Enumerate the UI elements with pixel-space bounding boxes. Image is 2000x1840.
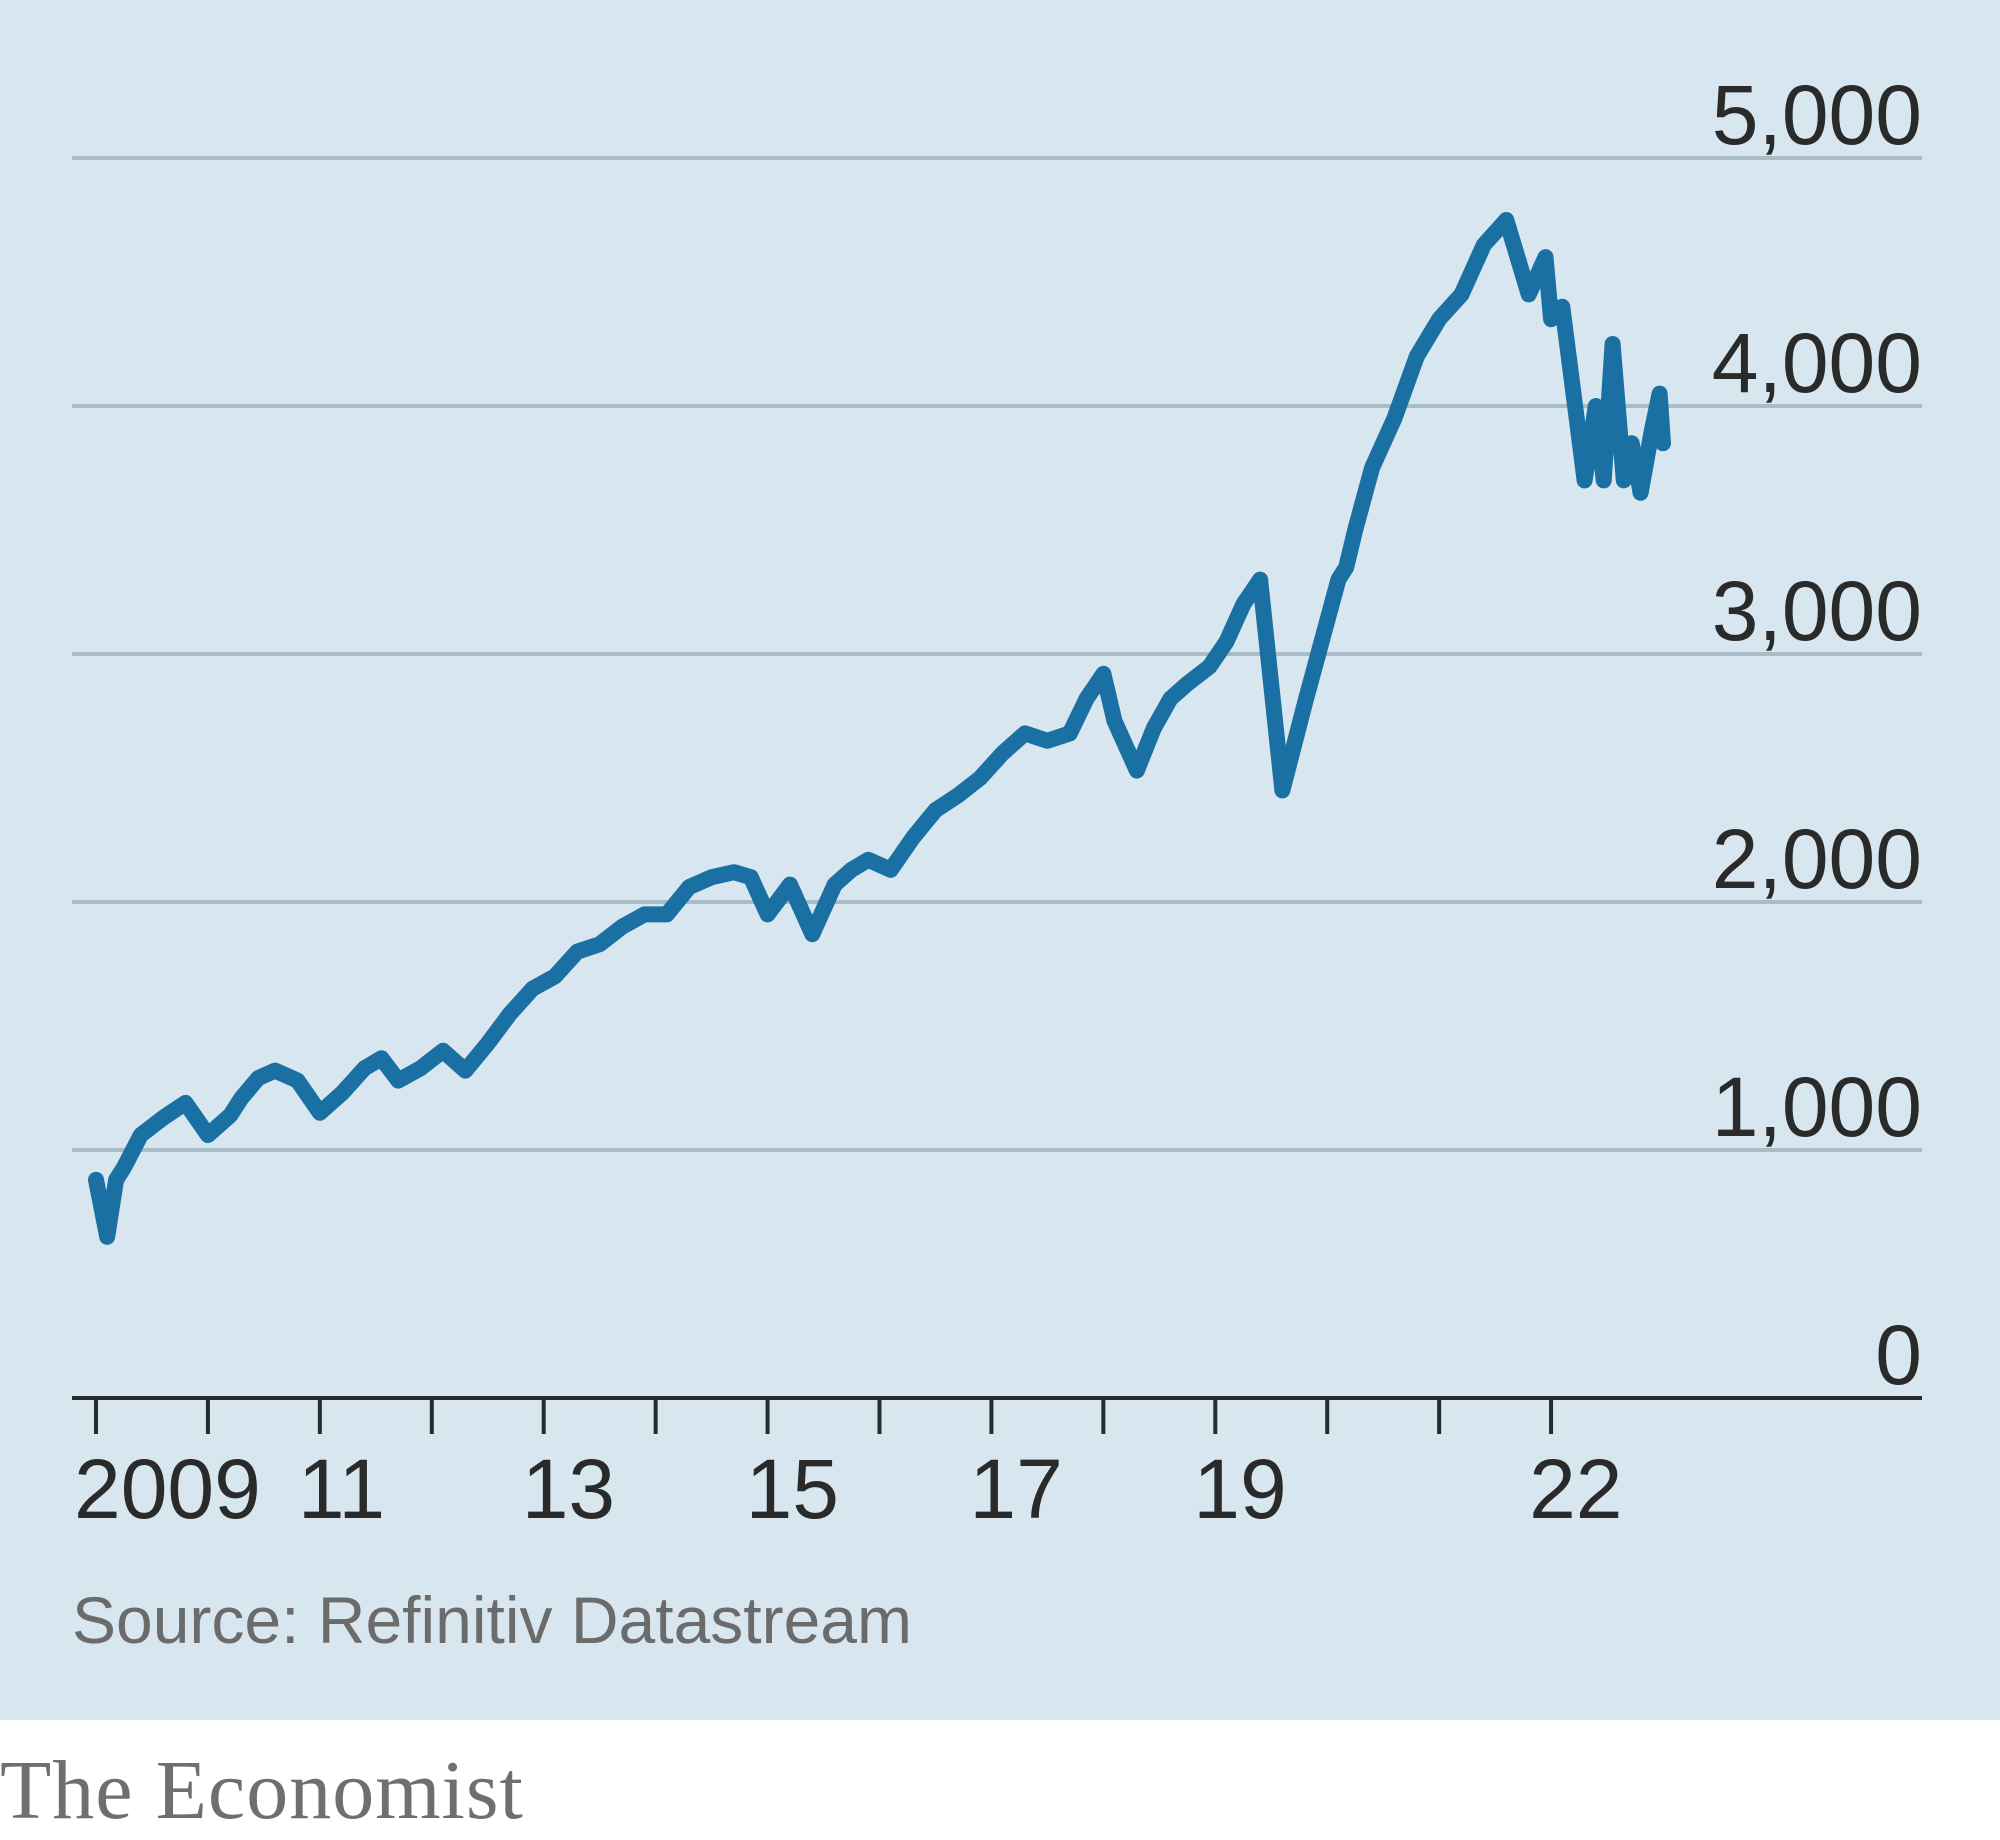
y-tick-label-5000: 5,000	[1712, 68, 1922, 162]
y-axis-tick-labels: 0 1,000 2,000 3,000 4,000 5,000	[1712, 68, 1922, 1402]
x-tick-label-2013: 13	[522, 1442, 615, 1536]
chart-panel: 0 1,000 2,000 3,000 4,000 5,000 2009 11 13 15 17 1…	[0, 0, 2000, 1720]
x-tick-label-2015: 15	[746, 1442, 839, 1536]
y-tick-label-1000: 1,000	[1712, 1060, 1922, 1154]
series-line	[88, 212, 1671, 1245]
source-note: Source: Refinitiv Datastream	[72, 1583, 912, 1657]
y-tick-label-3000: 3,000	[1712, 564, 1922, 658]
y-tick-label-4000: 4,000	[1712, 316, 1922, 410]
chart-svg: 0 1,000 2,000 3,000 4,000 5,000 2009 11 13 15 17 1…	[72, 68, 1922, 1536]
y-tick-label-2000: 2,000	[1712, 812, 1922, 906]
publisher-logo: The Economist	[0, 1744, 524, 1837]
y-tick-label-0: 0	[1875, 1308, 1922, 1402]
x-tick-label-2022: 22	[1529, 1442, 1622, 1536]
x-tick-label-2011: 11	[298, 1442, 385, 1536]
x-axis-ticks	[94, 1398, 1554, 1434]
gridlines	[72, 156, 1922, 1152]
x-tick-label-2019: 19	[1193, 1442, 1286, 1536]
x-tick-label-2017: 17	[969, 1442, 1062, 1536]
x-tick-label-2009: 2009	[74, 1442, 261, 1536]
x-axis-tick-labels: 2009 11 13 15 17 19 22	[74, 1442, 1623, 1536]
